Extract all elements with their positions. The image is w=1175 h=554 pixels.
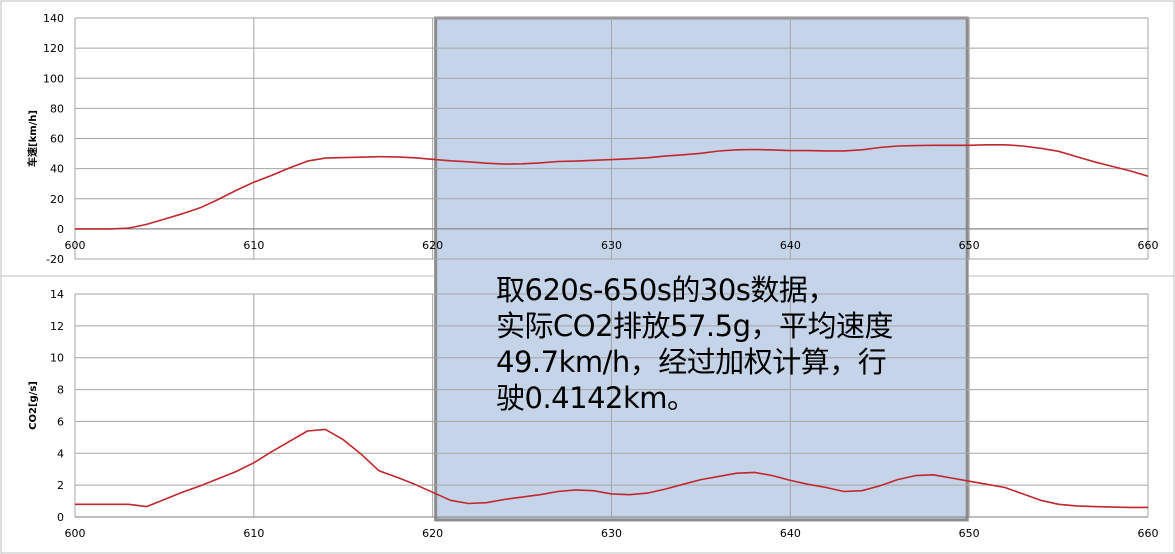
chart1-y-tick-label: 100	[43, 72, 64, 85]
annotation-text: 取620s-650s的30s数据， 实际CO2排放57.5g，平均速度 49.7…	[496, 272, 936, 416]
chart1-y-tick-label: 80	[50, 102, 64, 115]
chart2-x-tick-label: 630	[601, 527, 622, 540]
chart2-x-tick-label: 610	[243, 527, 264, 540]
chart2-y-tick-label: 6	[57, 415, 64, 428]
chart2-x-tick-label: 640	[780, 527, 801, 540]
chart2-x-tick-label: 620	[422, 527, 443, 540]
highlight-box	[434, 16, 969, 522]
chart2-y-tick-label: 12	[50, 320, 64, 333]
chart1-y-axis-label: 车速[km/h]	[26, 110, 39, 167]
chart2-y-tick-label: 14	[50, 288, 64, 301]
chart1-series-line	[75, 144, 1149, 230]
annotation-line: 驶0.4142km。	[496, 381, 696, 415]
chart1-y-tick-label: 60	[50, 133, 64, 146]
chart2-x-tick-label: 660	[1138, 527, 1159, 540]
chart1-y-tick-label: -20	[46, 253, 64, 266]
chart1-y-tick-label: 20	[50, 193, 64, 206]
chart2-series-line	[75, 428, 1148, 509]
annotation-line: 49.7km/h，经过加权计算，行	[496, 345, 887, 379]
highlight-layer	[434, 16, 969, 522]
chart2-y-tick-label: 8	[57, 384, 64, 397]
chart1-x-tick-label: 650	[959, 239, 980, 252]
chart2-y-tick-label: 2	[57, 479, 64, 492]
chart1-y-tick-label: 120	[43, 42, 64, 55]
chart2-y-axis-label: CO2[g/s]	[28, 381, 39, 430]
chart2-y-tick-label: 4	[57, 447, 64, 460]
chart2-x-tick-label: 650	[959, 527, 980, 540]
chart2-x-tick-label: 600	[65, 527, 86, 540]
series-layer	[75, 144, 1149, 509]
chart1-x-tick-label: 600	[65, 239, 86, 252]
chart1-y-tick-label: 40	[50, 163, 64, 176]
chart2-y-tick-label: 0	[57, 511, 64, 524]
chart1-x-tick-label: 630	[601, 239, 622, 252]
chart1-x-tick-label: 660	[1138, 239, 1159, 252]
chart1-x-tick-label: 610	[243, 239, 264, 252]
annotation-line: 取620s-650s的30s数据，	[496, 273, 836, 307]
grid-layer	[74, 17, 1149, 518]
chart2-y-tick-label: 10	[50, 352, 64, 365]
chart1-x-tick-label: 620	[422, 239, 443, 252]
annotation-line: 实际CO2排放57.5g，平均速度	[496, 309, 894, 343]
chart1-x-tick-label: 640	[780, 239, 801, 252]
chart1-y-tick-label: 0	[57, 223, 64, 236]
chart1-y-tick-label: 140	[43, 12, 64, 25]
